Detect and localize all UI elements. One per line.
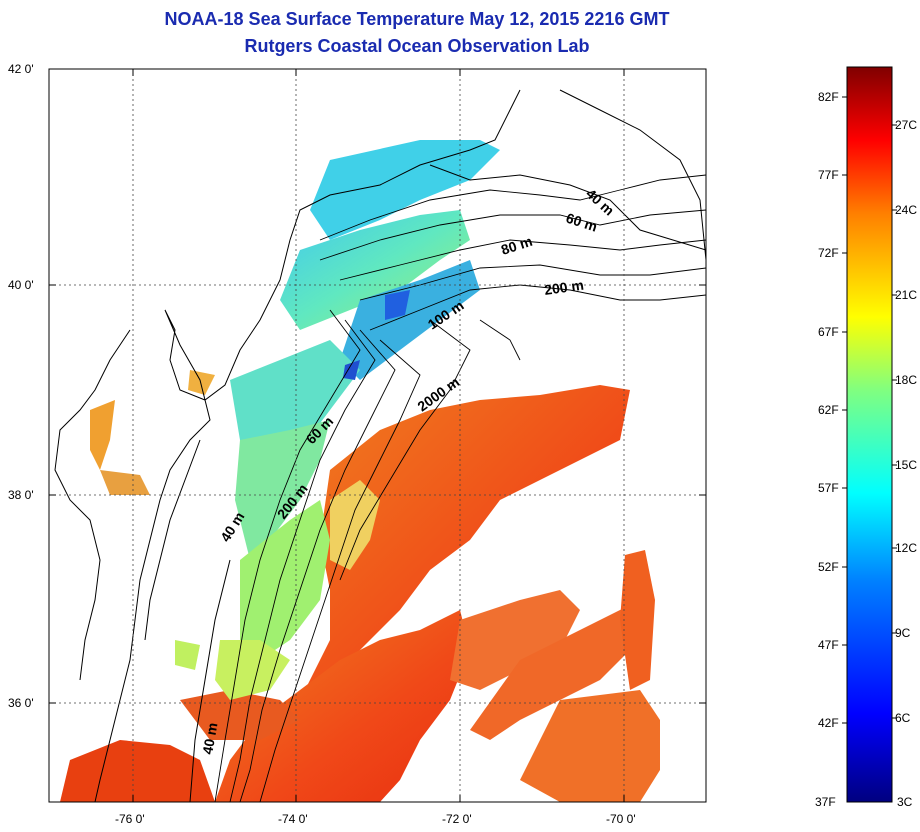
map-title: NOAA-18 Sea Surface Temperature May 12, … [164, 9, 670, 29]
x-tick-label: -74 0' [278, 812, 308, 826]
y-tick-label: 36 0' [8, 696, 34, 710]
colorbar-c-label: 3C [897, 795, 913, 809]
colorbar-f-label: 57F [818, 481, 839, 495]
colorbar-c-label: 12C [895, 541, 918, 555]
colorbar-c-label: 27C [895, 118, 918, 132]
colorbar-c-label: 6C [895, 711, 911, 725]
colorbar-f-label: 42F [818, 716, 839, 730]
colorbar-c-label: 24C [895, 203, 918, 217]
colorbar-f-label: 62F [818, 403, 839, 417]
colorbar-f-label: 37F [815, 795, 836, 809]
x-tick-label: -76 0' [115, 812, 145, 826]
colorbar-f-label: 47F [818, 638, 839, 652]
y-tick-label: 38 0' [8, 488, 34, 502]
axis-ticks [49, 69, 706, 802]
contour-label: 40 m [199, 721, 220, 755]
y-tick-label: 42 0' [8, 62, 34, 76]
colorbar-c-label: 9C [895, 626, 911, 640]
contour-label: 80 m [499, 233, 534, 258]
contour-label: 200 m [543, 277, 585, 298]
colorbar-c-label: 15C [895, 458, 918, 472]
contour-label: 60 m [564, 210, 599, 235]
colorbar-c-label: 18C [895, 373, 918, 387]
graticule [49, 69, 706, 802]
colorbar-f-label: 67F [818, 325, 839, 339]
bathymetry-contours [214, 174, 706, 802]
colorbar-f-label: 82F [818, 90, 839, 104]
y-tick-label: 40 0' [8, 278, 34, 292]
colorbar [846, 66, 893, 803]
colorbar-f-label: 77F [818, 168, 839, 182]
colorbar-f-label: 72F [818, 246, 839, 260]
contour-label: 40 m [583, 185, 617, 218]
warm-water-region [60, 370, 660, 802]
colorbar-c-label: 21C [895, 288, 918, 302]
map-subtitle: Rutgers Coastal Ocean Observation Lab [244, 36, 590, 56]
colorbar-f-label: 52F [818, 560, 839, 574]
x-tick-label: -70 0' [606, 812, 636, 826]
shelf-water-region [175, 140, 500, 700]
x-tick-label: -72 0' [442, 812, 472, 826]
